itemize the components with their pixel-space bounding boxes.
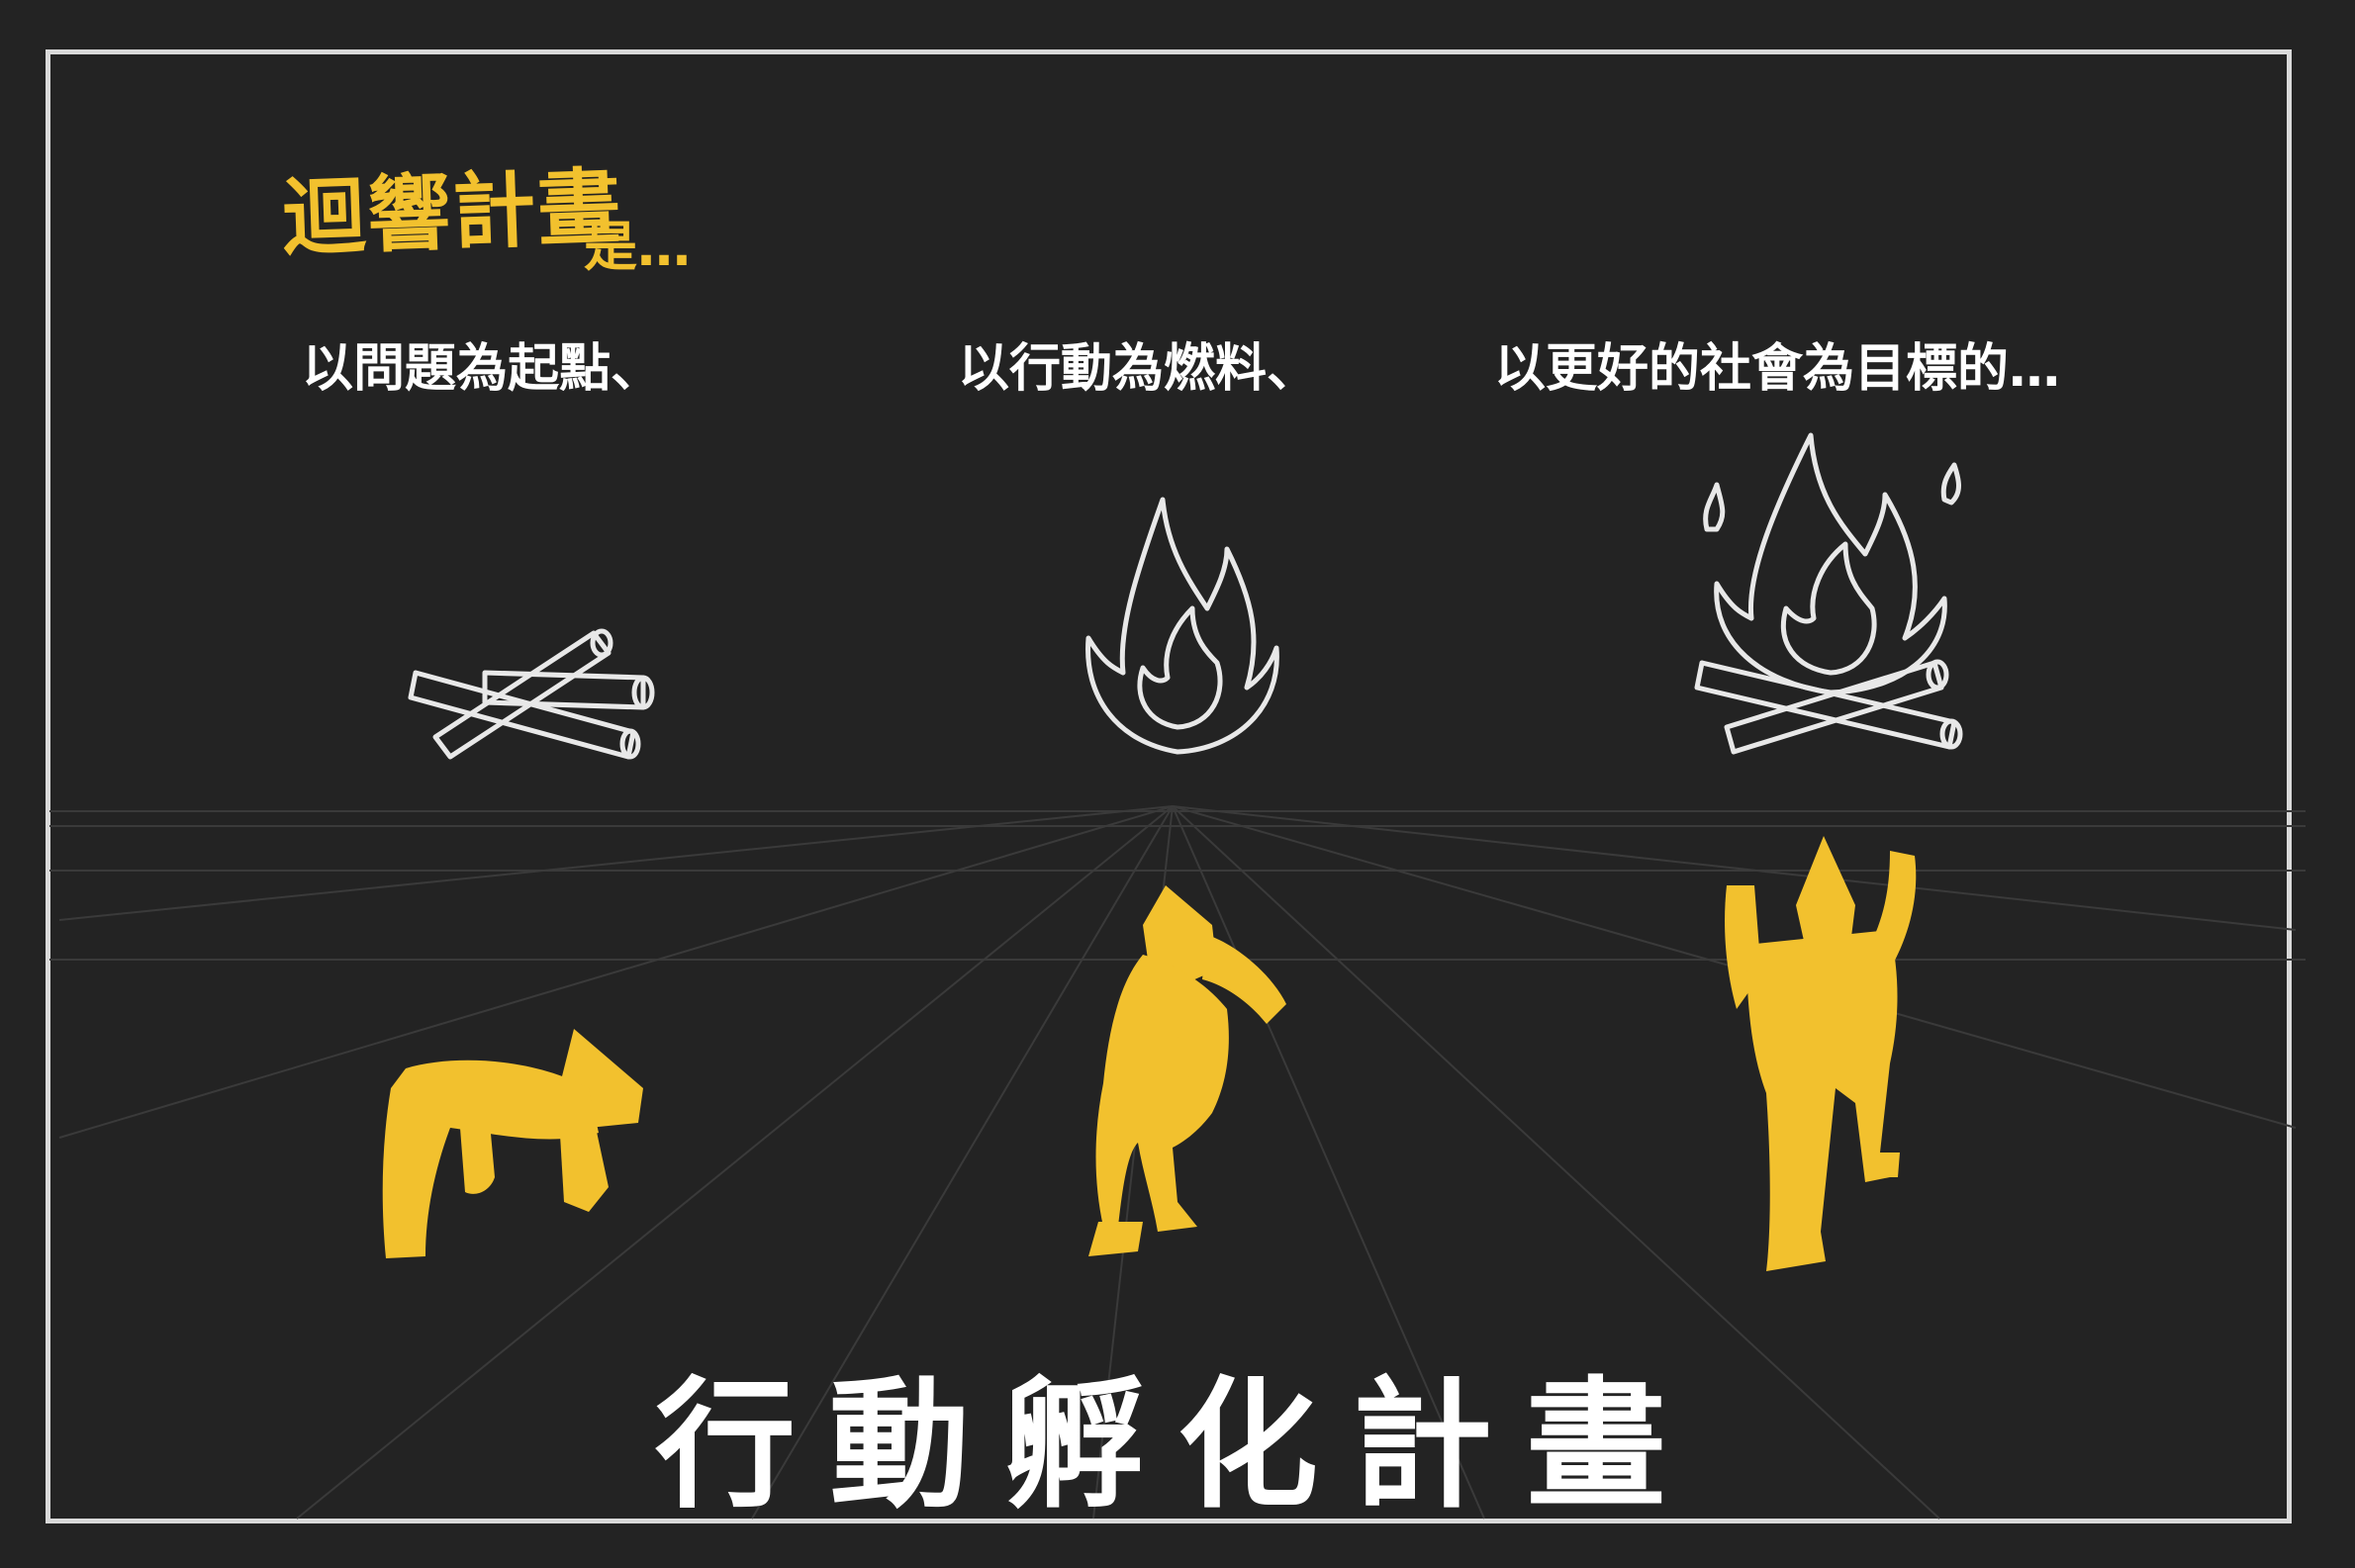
brand-suffix: 是… [584, 216, 691, 278]
caption-1: 以問題為起點、 [302, 339, 663, 399]
chalkboard-frame [46, 49, 2292, 1523]
caption-2: 以行動為燃料、 [958, 339, 1319, 399]
brand-logo: 迴響計畫 [280, 158, 624, 267]
flame-icon [1085, 497, 1279, 755]
walking-figure-icon [1088, 885, 1286, 1256]
crouching-figure-icon [382, 1029, 643, 1258]
main-title: 行動孵化計畫 [655, 1364, 1700, 1527]
bonfire-icon [1694, 432, 1963, 755]
cheering-figure-icon [1725, 836, 1917, 1271]
caption-3: 以更好的社會為目標的… [1494, 339, 2061, 399]
crossed-logs-icon [408, 628, 655, 760]
